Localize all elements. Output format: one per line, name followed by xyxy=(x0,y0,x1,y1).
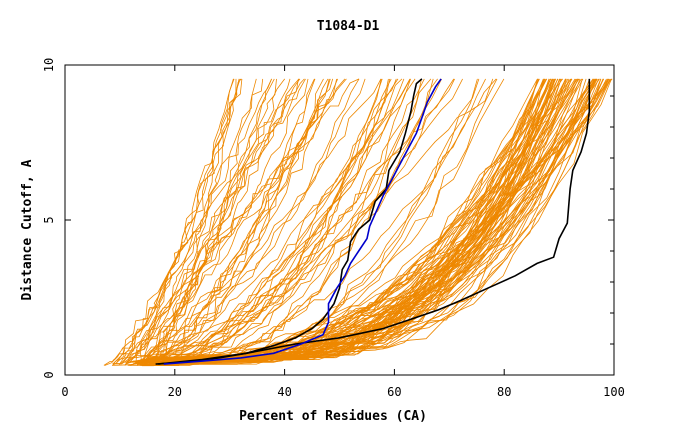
model-curve xyxy=(130,78,416,366)
model-curve xyxy=(156,78,498,364)
model-curve xyxy=(129,78,366,366)
x-tick-label: 100 xyxy=(603,385,625,399)
model-curve xyxy=(126,78,382,363)
model-curve xyxy=(149,78,331,363)
model-curve xyxy=(159,78,539,364)
model-curve xyxy=(150,78,494,364)
model-curve xyxy=(148,78,315,366)
model-curve xyxy=(115,78,301,364)
chart-title: T1084-D1 xyxy=(317,19,380,34)
model-curve xyxy=(162,78,539,364)
model-curve xyxy=(132,78,442,365)
model-curve xyxy=(126,78,463,363)
highlight-curve-1 xyxy=(155,78,423,365)
y-tick-label: 5 xyxy=(42,216,56,223)
model-curve xyxy=(103,78,234,366)
y-axis-label: Distance Cutoff, A xyxy=(20,159,35,300)
highlight-curve-2 xyxy=(158,78,591,365)
model-curve xyxy=(136,78,300,366)
model-curve xyxy=(145,78,277,364)
y-tick-label: 10 xyxy=(42,58,56,72)
model-curve xyxy=(112,78,309,364)
model-curve xyxy=(165,78,455,364)
model-curve xyxy=(124,78,337,365)
x-tick-label: 0 xyxy=(61,385,68,399)
model-curve xyxy=(127,78,360,362)
model-curve xyxy=(170,78,390,363)
model-curve xyxy=(151,78,497,365)
model-curve xyxy=(139,78,346,365)
model-curve xyxy=(118,78,306,366)
model-curve xyxy=(104,78,243,366)
x-tick-label: 80 xyxy=(497,385,511,399)
model-curve xyxy=(127,78,334,366)
x-tick-label: 40 xyxy=(277,385,291,399)
x-axis-label: Percent of Residues (CA) xyxy=(239,409,427,424)
model-curve xyxy=(136,78,609,364)
x-tick-label: 20 xyxy=(168,385,182,399)
highlight-lines xyxy=(155,78,591,365)
y-tick-label: 0 xyxy=(42,371,56,378)
model-curve xyxy=(144,78,399,362)
model-curve xyxy=(169,78,403,366)
model-curve xyxy=(135,78,383,363)
x-tick-label: 60 xyxy=(387,385,401,399)
model-curve xyxy=(164,78,397,366)
model-curve xyxy=(169,78,597,363)
axis-ticks: 0 20 40 60 80 100 0 5 10 xyxy=(42,58,625,399)
bundle-lines xyxy=(103,78,613,367)
model-curve xyxy=(135,78,242,364)
model-curve xyxy=(158,78,455,366)
highlight-curve-3 xyxy=(163,78,442,365)
model-curve xyxy=(149,78,240,366)
model-curve xyxy=(127,78,432,363)
model-curve xyxy=(143,78,291,362)
model-curve xyxy=(124,78,235,363)
model-curve xyxy=(150,78,272,365)
model-curve xyxy=(162,78,551,364)
